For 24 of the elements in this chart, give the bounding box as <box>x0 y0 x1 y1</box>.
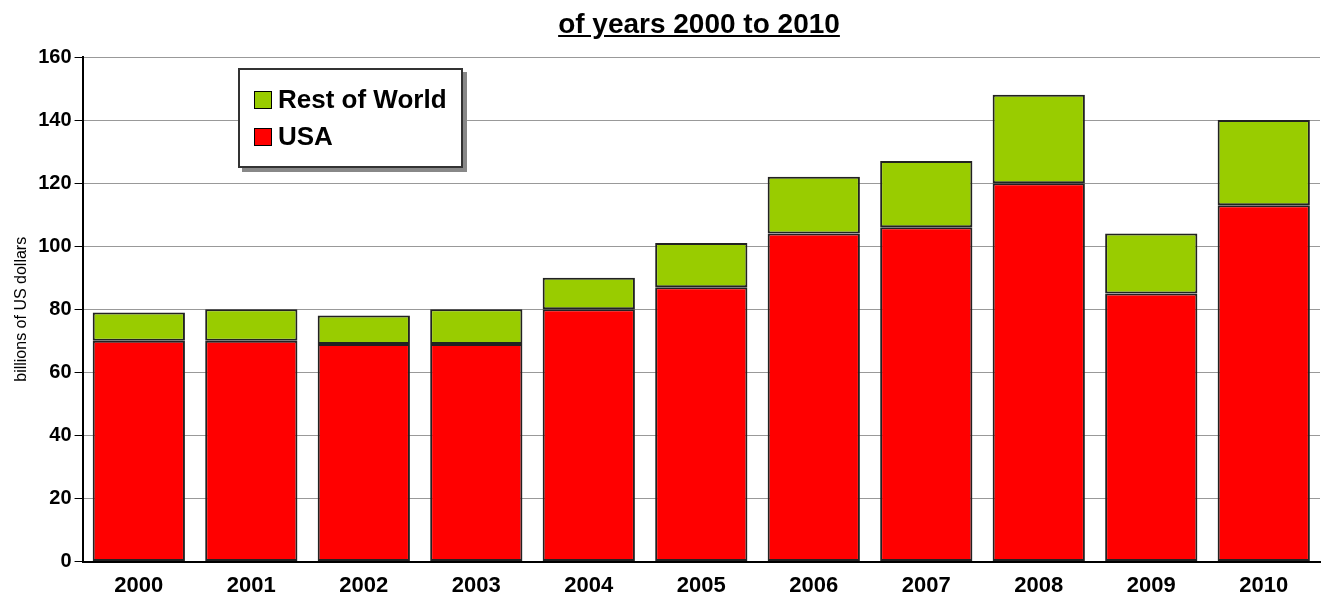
y-tick-label: 20 <box>49 486 72 509</box>
y-tick-label: 0 <box>60 549 72 572</box>
x-tick-label: 2009 <box>1126 571 1176 597</box>
x-tick-label: 2003 <box>451 571 501 597</box>
legend-label: USA <box>278 121 333 152</box>
x-tick-label: 2002 <box>339 571 389 597</box>
chart-title: of years 2000 to 2010 <box>557 8 841 41</box>
x-tick-label: 2007 <box>901 571 951 597</box>
y-tick-label: 160 <box>38 44 72 67</box>
x-tick-label: 2008 <box>1014 571 1064 597</box>
legend-label: Rest of World <box>278 84 447 115</box>
y-tick-label: 120 <box>38 170 72 193</box>
x-tick-label: 2001 <box>226 571 276 597</box>
y-tick-label: 80 <box>49 296 72 319</box>
y-tick-label: 140 <box>38 107 72 130</box>
y-tick-label: 100 <box>38 233 72 256</box>
x-tick-label: 2000 <box>114 571 164 597</box>
x-tick-label: 2005 <box>676 571 726 597</box>
x-tick-label: 2010 <box>1239 571 1289 597</box>
x-tick-label: 2004 <box>564 571 615 597</box>
y-tick-label: 40 <box>49 422 72 445</box>
x-tick-label: 2006 <box>789 571 839 597</box>
y-tick-label: 60 <box>49 359 72 382</box>
y-axis-title: billions of US dollars <box>12 236 30 382</box>
